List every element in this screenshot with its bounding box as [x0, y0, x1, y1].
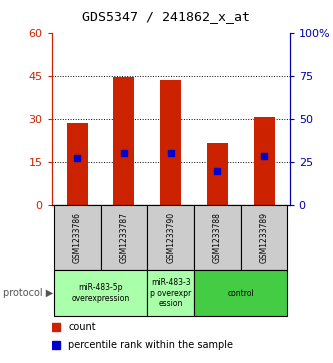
FancyBboxPatch shape — [101, 205, 147, 270]
Bar — [207, 143, 228, 205]
FancyBboxPatch shape — [147, 270, 194, 316]
Text: GSM1233787: GSM1233787 — [120, 212, 129, 263]
Text: count: count — [68, 322, 96, 332]
FancyBboxPatch shape — [54, 205, 101, 270]
Text: control: control — [227, 289, 254, 298]
FancyBboxPatch shape — [54, 270, 147, 316]
Text: GSM1233790: GSM1233790 — [166, 212, 175, 263]
Bar — [253, 118, 274, 205]
FancyBboxPatch shape — [241, 205, 287, 270]
Text: miR-483-5p
overexpression: miR-483-5p overexpression — [72, 284, 130, 303]
FancyBboxPatch shape — [194, 205, 241, 270]
Bar — [67, 123, 88, 205]
Text: miR-483-3
p overexpr
ession: miR-483-3 p overexpr ession — [150, 278, 191, 308]
FancyBboxPatch shape — [147, 205, 194, 270]
Text: protocol ▶: protocol ▶ — [3, 288, 54, 298]
Text: GDS5347 / 241862_x_at: GDS5347 / 241862_x_at — [83, 10, 250, 23]
Text: percentile rank within the sample: percentile rank within the sample — [68, 339, 233, 350]
Text: GSM1233788: GSM1233788 — [213, 212, 222, 263]
Bar — [160, 80, 181, 205]
Text: GSM1233786: GSM1233786 — [73, 212, 82, 263]
FancyBboxPatch shape — [194, 270, 287, 316]
Text: GSM1233789: GSM1233789 — [259, 212, 268, 263]
Bar — [114, 77, 135, 205]
